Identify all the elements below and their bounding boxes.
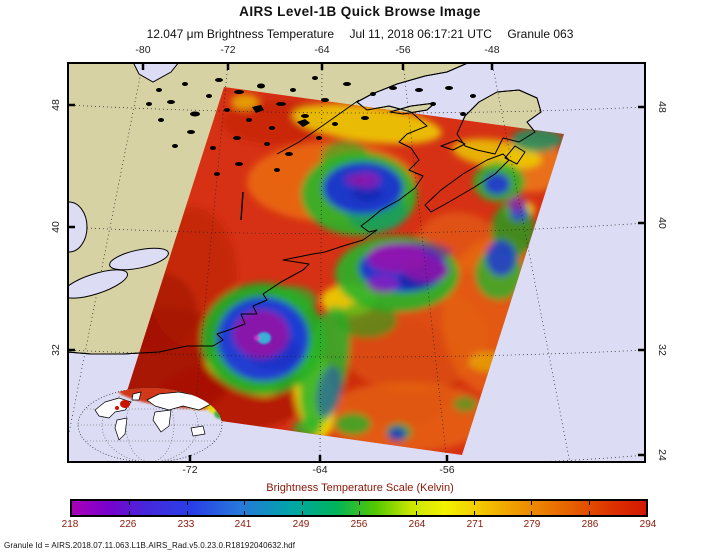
colorbar-label-3: 241 (234, 519, 252, 530)
colorbar-tick-mark (186, 501, 188, 505)
inset-granule-marker (120, 400, 130, 408)
colorbar-label-9: 286 (581, 519, 599, 530)
colorbar-label-1: 226 (119, 519, 137, 530)
colorbar (70, 499, 648, 517)
axis-top-tick-3: -56 (395, 44, 411, 56)
swath-overlay (122, 87, 564, 455)
axis-top-tick-1: -72 (220, 44, 236, 56)
map-canvas (67, 62, 646, 463)
colorbar-tick-mark (416, 501, 418, 505)
colorbar-label-10: 294 (639, 519, 657, 530)
colorbar-tick-mark (301, 501, 303, 505)
wavelength-label: 12.047 μm Brightness Temperature (146, 27, 335, 41)
map-frame (67, 62, 646, 463)
axis-right-tick-2: 32 (656, 344, 668, 356)
axis-top-tick-0: -80 (135, 44, 151, 56)
great-lakes (67, 62, 180, 299)
axis-bottom-tick-2: -56 (439, 464, 455, 476)
axis-left-tick-1: 40 (50, 221, 62, 233)
swath-cloud-blobs (122, 94, 564, 452)
granule-id-text: Granule Id = AIRS.2018.07.11.063.L1B.AIR… (4, 541, 296, 550)
axis-bottom-tick-0: -72 (182, 464, 198, 476)
lakes (146, 76, 476, 176)
axis-left-tick-0: 48 (50, 99, 62, 111)
colorbar-title: Brightness Temperature Scale (Kelvin) (266, 482, 454, 494)
page-title: AIRS Level-1B Quick Browse Image (239, 4, 481, 19)
colorbar-tick-mark (129, 511, 131, 515)
colorbar-tick-mark (129, 501, 131, 505)
colorbar-tick-mark (416, 511, 418, 515)
map-panel (67, 62, 646, 463)
axis-bottom-tick-1: -64 (312, 464, 328, 476)
colorbar-tick-mark (588, 501, 590, 505)
axis-right-tick-1: 40 (656, 217, 668, 229)
colorbar-tick-mark (359, 511, 360, 515)
axis-right-tick-3: 24 (656, 449, 668, 461)
axis-left-tick-2: 32 (50, 344, 62, 356)
inset-granule-marker-small (115, 406, 119, 410)
colorbar-tick-mark (473, 511, 475, 515)
map-layers (67, 62, 646, 463)
colorbar-tick-mark (244, 501, 246, 505)
colorbar-label-5: 256 (350, 519, 368, 530)
colorbar-tick-mark (531, 501, 533, 505)
colorbar-tick-mark (244, 511, 246, 515)
subtitle-line: 12.047 μm Brightness Temperature Jul 11,… (0, 27, 720, 41)
coastlines (67, 62, 542, 355)
colorbar-tick-mark (186, 511, 188, 515)
datetime-label: Jul 11, 2018 06:17:21 UTC (349, 27, 492, 41)
colorbar-label-2: 233 (177, 519, 195, 530)
inset-continents (94, 391, 212, 441)
axis-top-tick-2: -64 (314, 44, 330, 56)
colorbar-label-4: 249 (292, 519, 310, 530)
colorbar-label-7: 271 (466, 519, 484, 530)
hurricane-eye (254, 332, 271, 344)
colorbar-tick-mark (588, 511, 590, 515)
gulf-water-patch (132, 62, 180, 83)
graticule (67, 62, 646, 463)
colorbar-label-6: 264 (408, 519, 426, 530)
colorbar-tick-mark (473, 501, 475, 505)
frame-ticks (68, 63, 645, 462)
colorbar-tick-mark (359, 501, 360, 505)
colorbar-label-8: 279 (523, 519, 541, 530)
colorbar-tick-mark (301, 511, 303, 515)
axis-right-tick-0: 48 (656, 101, 668, 113)
colorbar-tick-mark (531, 511, 533, 515)
axis-top-tick-4: -48 (484, 44, 500, 56)
colorbar-label-0: 218 (61, 519, 79, 530)
granule-label: Granule 063 (507, 27, 574, 41)
